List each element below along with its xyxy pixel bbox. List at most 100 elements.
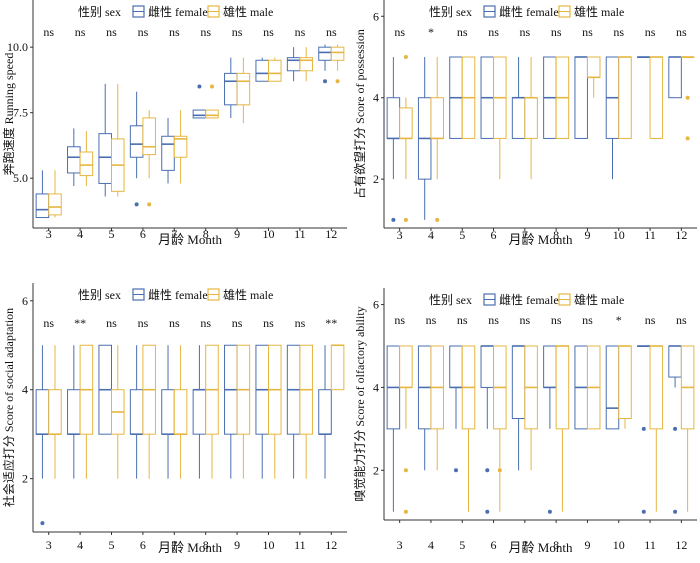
box-male-7 [524,345,538,471]
box-body [173,389,188,435]
outlier-point [453,468,458,473]
significance-label: ns [263,25,274,39]
box-female-6 [480,56,495,139]
box-body [192,109,207,119]
x-axis-label: 月龄 Month [509,232,573,247]
box-female-11 [286,344,301,479]
y-axis-label: 社会适应打分 Score of social adaptation [1,308,16,507]
box-female-10 [605,345,620,430]
box-male-11 [299,344,313,479]
outlier-point [547,509,552,514]
legend-label-female: 雌性 female [499,4,559,19]
box-male-7 [173,110,188,184]
outlier-point [323,79,328,84]
y-tick-label: 2 [373,463,379,477]
box-female-7 [511,345,526,471]
outlier-point [673,426,678,431]
box-female-5 [98,344,113,435]
y-tick-label: 4 [22,383,28,397]
legend-label-male: 雄性 male [574,4,624,19]
x-tick-label: 12 [325,538,337,552]
box-body [574,56,588,139]
x-tick-label: 7 [171,538,177,552]
box-body [330,46,345,61]
significance-label: ns [676,25,687,39]
box-male-4 [79,344,94,479]
box-body [67,146,81,174]
outlier-point [485,509,490,514]
x-tick-label: 12 [675,228,687,242]
box-female-5 [98,83,113,197]
x-tick-label: 10 [263,538,275,552]
outlier-point [335,79,340,84]
box-body [586,56,601,78]
y-tick-label: 4 [373,91,379,105]
significance-label: ns [295,316,306,330]
x-tick-label: 11 [644,538,656,552]
outlier-point [134,202,139,207]
legend-title: 性别 sex [78,288,121,302]
outlier-point [685,95,690,100]
box-male-11 [299,47,313,82]
outlier-point [391,217,396,222]
box-female-4 [67,128,81,187]
box-body [129,389,144,435]
box-male-3 [399,345,413,514]
box-male-12 [680,56,695,141]
outlier-point [673,509,678,514]
box-body [480,345,495,388]
box-male-8 [555,56,570,139]
box-female-4 [417,345,432,471]
x-tick-label: 9 [234,538,240,552]
x-tick-label: 3 [46,227,52,241]
x-tick-label: 6 [140,538,146,552]
box-male-7 [173,345,188,479]
x-tick-label: 7 [522,538,528,552]
box-female-6 [129,345,144,479]
outlier-point [209,84,214,89]
box-body [430,97,444,139]
significance-label: ns [75,25,86,39]
box-body [236,72,251,106]
x-tick-label: 11 [644,228,656,242]
significance-label: * [616,313,622,327]
box-female-8 [192,84,207,119]
box-male-8 [205,344,219,479]
significance-label: ns [520,313,531,327]
panel-possession: 2 4 6 占有欲望打分 Score of possession 月龄 Month 性别 … [352,0,697,247]
box-male-10 [268,344,282,479]
x-axis-label: 月龄 Month [158,540,222,555]
panel-olfactory-ability: 2 4 6 嗅觉能力打分 Score of olfactory ability 月龄 M… [353,288,697,555]
box-body [35,193,50,219]
box-female-4 [67,345,81,479]
y-tick-label: 2 [22,472,28,486]
x-tick-label: 8 [203,227,209,241]
significance-label: ns [169,316,180,330]
box-body [142,117,156,156]
significance-label: ns [426,313,437,327]
box-body [161,389,175,435]
box-body [318,46,332,61]
significance-label: ns [326,25,337,39]
significance-label: ns [394,25,405,39]
box-female-8 [543,345,557,514]
box-body [649,345,664,430]
box-male-5 [111,83,125,197]
x-tick-label: 4 [77,538,83,552]
x-tick-label: 3 [46,538,52,552]
y-axis-label: 占有欲望打分 Score of possession [352,29,367,199]
box-body [192,389,207,435]
box-female-3 [35,345,50,526]
outlier-point [497,468,502,473]
significance-label: ns [169,25,180,39]
x-tick-label: 12 [325,227,337,241]
significance-label: ns [551,313,562,327]
box-female-6 [480,345,495,514]
box-male-12 [330,344,345,391]
box-male-4 [430,57,444,222]
x-tick-label: 3 [397,228,403,242]
box-male-9 [236,57,251,124]
box-body [399,345,413,388]
box-body [98,133,113,184]
significance-label: ns [200,25,211,39]
